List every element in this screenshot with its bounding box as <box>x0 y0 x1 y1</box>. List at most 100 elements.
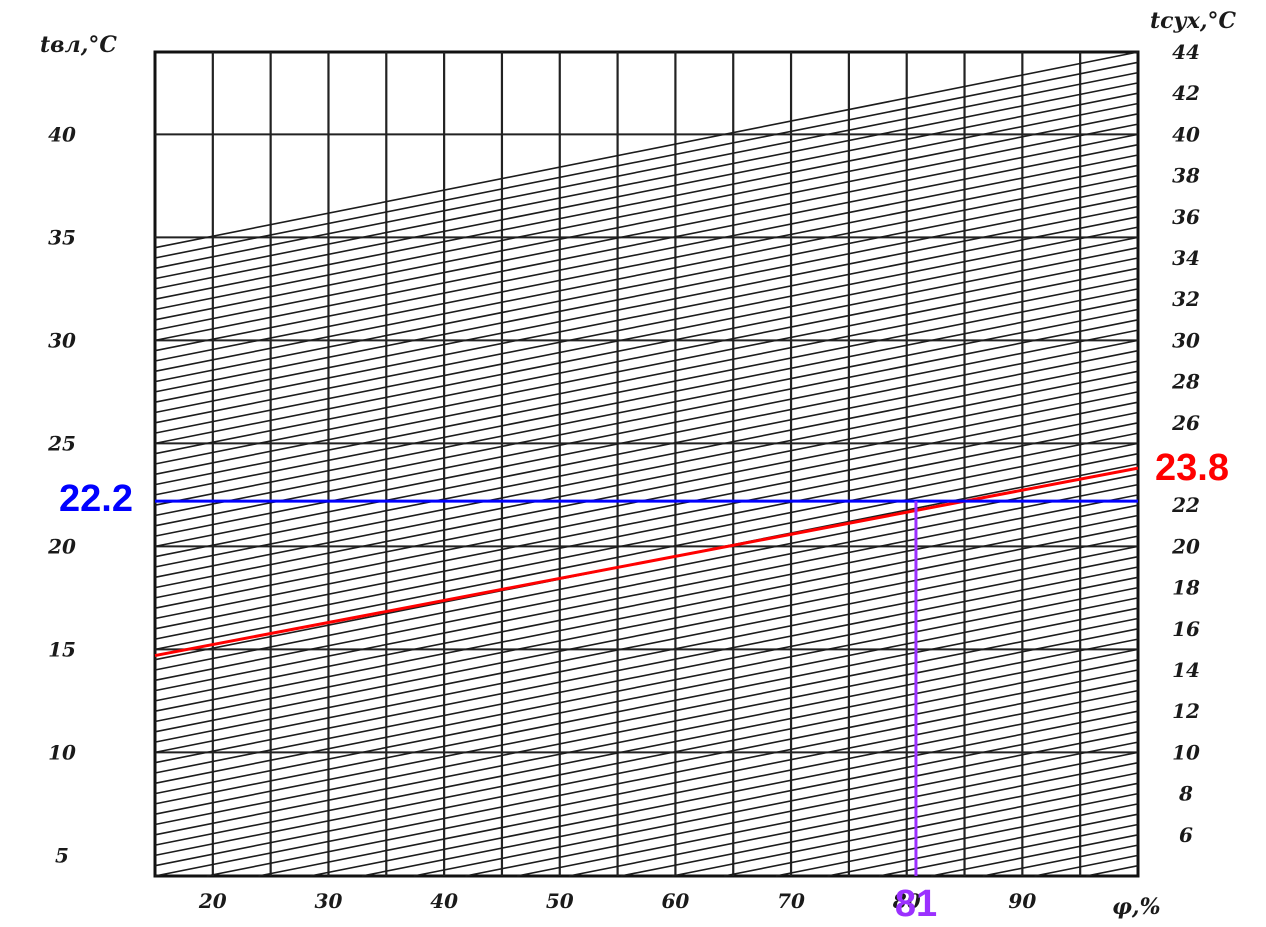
isotherm-line <box>154 164 1139 362</box>
isotherm-line <box>154 473 1139 671</box>
isotherm-line <box>154 195 1139 393</box>
isotherm-line <box>154 133 1139 331</box>
isotherm-line <box>154 113 1139 311</box>
y-left-tick-label: 20 <box>47 534 76 558</box>
isotherm-line <box>154 514 1139 712</box>
isotherm-line <box>775 803 1139 877</box>
y-right-tick-label: 22 <box>1171 493 1200 517</box>
y-left-tick-label: 25 <box>47 431 76 455</box>
y-left-tick-label: 35 <box>48 225 76 249</box>
isotherm-line <box>361 720 1139 877</box>
isotherm-line <box>827 813 1139 877</box>
isotherm-line <box>154 628 1139 826</box>
isotherm-line <box>413 731 1139 877</box>
x-axis-title: φ,% <box>1112 894 1161 920</box>
isotherm-line <box>154 226 1139 424</box>
isotherm-line <box>154 494 1139 692</box>
isotherm-line <box>154 432 1139 630</box>
x-tick-label: 20 <box>198 889 227 913</box>
isotherm-line <box>465 741 1139 877</box>
isotherm-line <box>154 422 1139 620</box>
isotherm-line <box>154 236 1139 434</box>
y-right-tick-label: 10 <box>1172 740 1200 764</box>
x-tick-label: 40 <box>430 889 458 913</box>
y-left-tick-label: 40 <box>48 122 76 146</box>
isotherm-line <box>154 267 1139 465</box>
isotherm-line <box>154 597 1139 795</box>
series-line <box>154 466 1139 658</box>
y-left-tick-label: 10 <box>48 740 76 764</box>
x-tick-label: 30 <box>315 889 343 913</box>
isotherm-line <box>154 452 1139 651</box>
isotherm-line <box>154 483 1139 682</box>
annotation-label: 23.8 <box>1155 447 1229 489</box>
x-tick-label: 90 <box>1008 889 1036 913</box>
isotherm-line <box>154 566 1139 764</box>
isotherm-line <box>154 576 1139 774</box>
annotation-label: 22.2 <box>59 478 133 520</box>
y-right-tick-label: 34 <box>1172 246 1200 270</box>
y-right-tick-label: 28 <box>1171 370 1200 394</box>
y-left-tick-label: 15 <box>48 637 76 661</box>
y-right-tick-label: 14 <box>1172 658 1200 682</box>
y-right-tick-label: 38 <box>1172 164 1200 188</box>
isotherm-line <box>154 319 1139 517</box>
y-right-tick-label: 44 <box>1172 40 1200 64</box>
annotation-layer: 22.2 23.8 81 <box>59 447 1229 925</box>
isotherm-line <box>154 185 1139 383</box>
y-right-tick-label: 18 <box>1172 576 1200 600</box>
y-right-tick-label: 16 <box>1172 617 1200 641</box>
series-layer <box>154 466 1139 876</box>
isotherm-line <box>154 339 1139 537</box>
x-tick-label: 70 <box>777 889 805 913</box>
x-tick-label: 60 <box>661 889 689 913</box>
annotation-label: 81 <box>895 883 937 925</box>
isotherm-line <box>154 82 1139 280</box>
isotherm-line <box>154 607 1139 805</box>
isotherm-line <box>154 648 1139 846</box>
y-right-tick-label: 8 <box>1178 782 1193 806</box>
y-axis-left-title: tвл,°C <box>40 32 117 58</box>
isotherm-line <box>154 257 1139 455</box>
isotherm-line <box>154 51 1139 249</box>
isotherm-line <box>620 772 1139 877</box>
isotherm-line <box>154 205 1139 403</box>
isotherm-line <box>723 792 1139 877</box>
isotherm-line <box>1086 864 1139 877</box>
isotherm-line <box>154 246 1139 445</box>
isotherm-line <box>310 710 1139 877</box>
isotherm-line <box>154 391 1139 589</box>
isotherm-line <box>154 298 1139 496</box>
grid-layer <box>153 50 1140 878</box>
isotherm-line <box>154 525 1139 723</box>
isotherm-line <box>154 308 1139 506</box>
isotherm-line <box>154 555 1139 754</box>
isotherm-line <box>154 123 1139 321</box>
isotherm-line <box>154 71 1139 270</box>
y-left-tick-label: 5 <box>55 843 69 867</box>
isotherm-line <box>154 617 1139 815</box>
isotherm-line <box>154 504 1139 702</box>
isotherm-line <box>154 586 1139 785</box>
isotherm-line <box>154 442 1139 640</box>
isotherm-line <box>517 751 1139 877</box>
y-left-tick-label: 30 <box>48 328 76 352</box>
isotherm-line <box>672 782 1139 877</box>
x-tick-label: 80 <box>892 889 921 913</box>
isotherm-line <box>154 277 1139 476</box>
isotherm-line <box>879 823 1139 877</box>
x-tick-label: 50 <box>546 889 574 913</box>
isotherm-line <box>154 545 1139 743</box>
y-right-tick-label: 12 <box>1172 699 1200 723</box>
isotherm-line <box>930 834 1139 877</box>
isotherm-layer <box>154 51 1139 877</box>
isotherm-line <box>258 700 1139 877</box>
isotherm-line <box>154 360 1139 558</box>
isotherm-line <box>154 411 1139 609</box>
isotherm-line <box>154 658 1139 857</box>
isotherm-line <box>982 844 1139 877</box>
isotherm-line <box>154 174 1139 373</box>
y-right-tick-label: 30 <box>1172 328 1200 352</box>
isotherm-line <box>154 535 1139 733</box>
